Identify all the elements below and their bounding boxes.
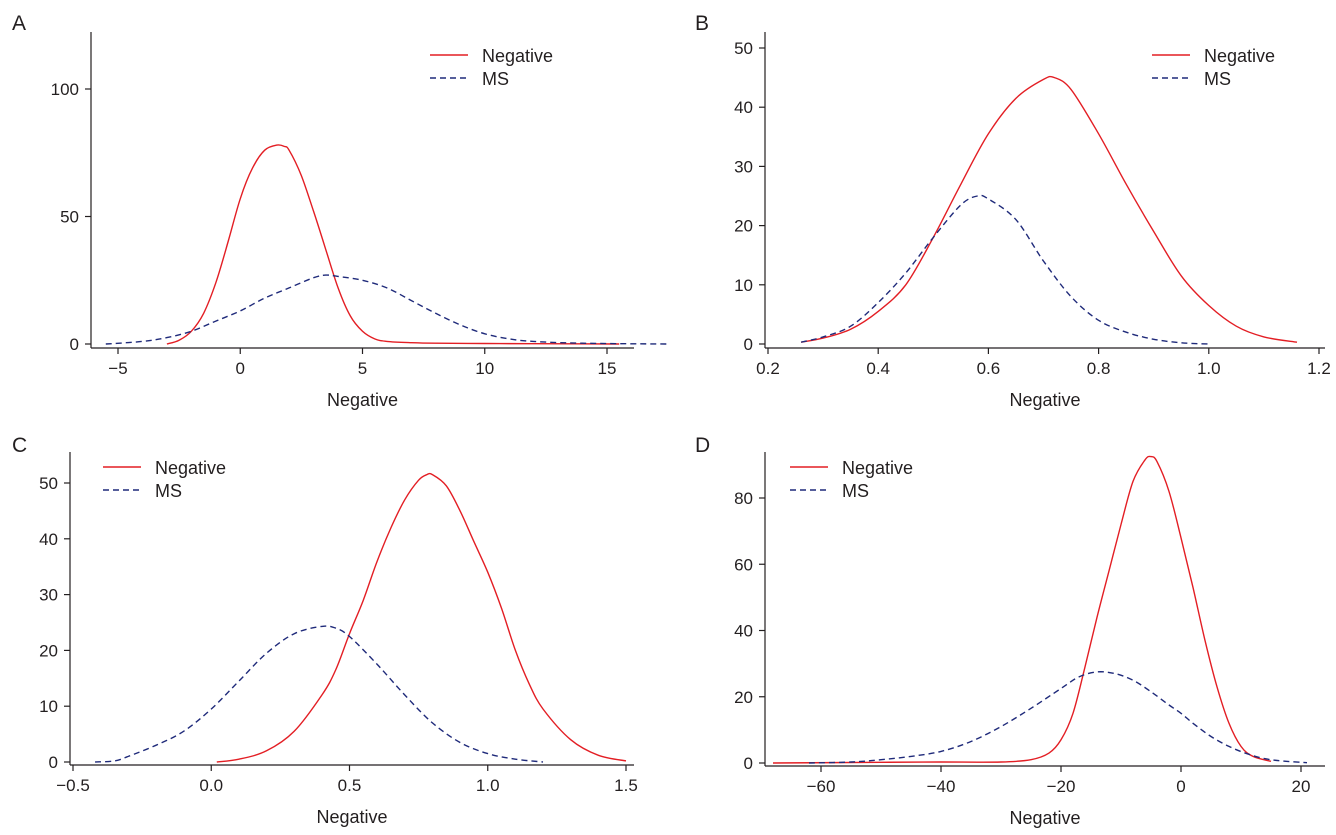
- x-tick-label: 15: [598, 359, 617, 378]
- x-tick-label: −0.5: [56, 776, 90, 795]
- legend: Negative MS: [1152, 46, 1275, 89]
- x-tick-label: 10: [475, 359, 494, 378]
- series-line-negative: [166, 144, 620, 345]
- panel-label: C: [12, 434, 27, 457]
- x-axis-title: Negative: [1009, 390, 1080, 410]
- y-tick-label: 40: [39, 530, 58, 549]
- panel-label: D: [695, 434, 710, 457]
- legend: Negative MS: [103, 458, 226, 501]
- y-tick-label: 20: [734, 688, 753, 707]
- series-line-negative: [800, 75, 1298, 343]
- x-tick-label: −20: [1047, 777, 1076, 796]
- series-line-ms: [95, 625, 544, 763]
- x-axis-title: Negative: [327, 390, 398, 410]
- x-tick-label: 0.4: [866, 359, 890, 378]
- y-tick-label: 60: [734, 555, 753, 574]
- x-tick-label: 0.0: [199, 776, 223, 795]
- chart-panel-b: B0.2 0.4 0.6 0.8 1.0 1.201020304050NegativeNe…: [695, 12, 1331, 410]
- y-tick-label: 80: [734, 489, 753, 508]
- y-tick-label: 50: [39, 474, 58, 493]
- y-tick-label: 20: [39, 641, 58, 660]
- y-tick-label: 0: [70, 335, 79, 354]
- series-line-ms: [105, 274, 669, 345]
- chart-panel-d: D −60 −40 −20 0 20 0 20 40 60 80 Negative Negative MS: [695, 434, 1325, 828]
- y-tick-label: 10: [734, 276, 753, 295]
- x-tick-label: 0.6: [977, 359, 1001, 378]
- legend-label: Negative: [1204, 46, 1275, 66]
- y-tick-label: 0: [49, 753, 58, 772]
- series-line-ms: [808, 671, 1308, 764]
- x-tick-label: 0.2: [756, 359, 780, 378]
- y-tick-label: 100: [51, 80, 79, 99]
- x-tick-label: 20: [1292, 777, 1311, 796]
- y-tick-label: 30: [39, 586, 58, 605]
- y-tick-label: 50: [60, 208, 79, 227]
- series-line-ms: [800, 194, 1209, 345]
- x-tick-label: 0.8: [1087, 359, 1111, 378]
- legend: Negative MS: [790, 458, 913, 501]
- legend-label: MS: [842, 481, 869, 501]
- legend-label: MS: [155, 481, 182, 501]
- legend-label: Negative: [155, 458, 226, 478]
- y-tick-label: 0: [744, 754, 753, 773]
- x-axis-title: Negative: [316, 807, 387, 827]
- legend-label: Negative: [482, 46, 553, 66]
- x-tick-label: 1.2: [1307, 359, 1331, 378]
- panel-label: A: [12, 12, 26, 35]
- x-tick-label: 0: [236, 359, 245, 378]
- legend-label: MS: [482, 69, 509, 89]
- y-tick-label: 40: [734, 98, 753, 117]
- y-tick-label: 30: [734, 157, 753, 176]
- x-tick-label: 1.0: [1197, 359, 1221, 378]
- legend-label: MS: [1204, 69, 1231, 89]
- y-tick-label: 50: [734, 39, 753, 58]
- x-tick-label: 0: [1176, 777, 1185, 796]
- y-tick-label: 0: [744, 335, 753, 354]
- x-tick-label: 1.0: [476, 776, 500, 795]
- legend: Negative MS: [430, 46, 553, 89]
- panel-label: B: [695, 12, 709, 35]
- chart-panel-a: A −5 0 5 10 15 0 50 100 Negative Negative MS: [12, 12, 669, 410]
- y-tick-label: 10: [39, 697, 58, 716]
- x-tick-label: −40: [927, 777, 956, 796]
- x-tick-label: 0.5: [338, 776, 362, 795]
- y-tick-label: 40: [734, 622, 753, 641]
- x-tick-label: −5: [108, 359, 127, 378]
- x-axis-title: Negative: [1009, 808, 1080, 828]
- x-tick-label: 5: [358, 359, 367, 378]
- y-tick-label: 20: [734, 217, 753, 236]
- series-line-negative: [216, 472, 627, 763]
- chart-panel-c: C−0.5 0.0 0.5 1.0 1.501020304050NegativeNega…: [12, 434, 638, 827]
- x-tick-label: 1.5: [614, 776, 638, 795]
- series-line-negative: [772, 455, 1272, 764]
- legend-label: Negative: [842, 458, 913, 478]
- x-tick-label: −60: [807, 777, 836, 796]
